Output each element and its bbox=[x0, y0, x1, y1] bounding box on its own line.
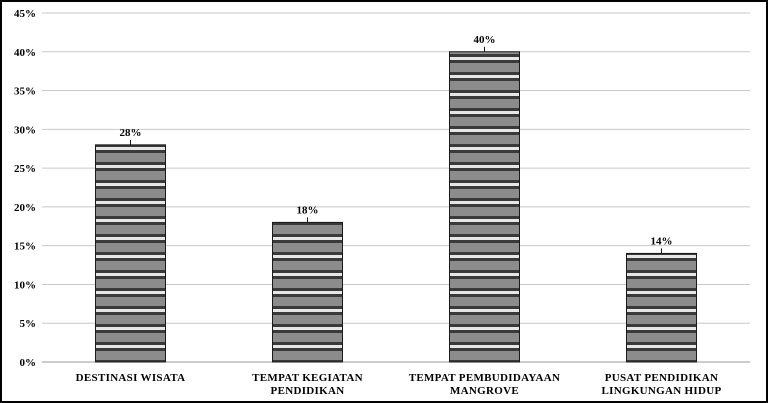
data-label: 40% bbox=[474, 34, 496, 46]
bar bbox=[272, 221, 343, 363]
category-label: MANGROVE bbox=[450, 385, 519, 397]
y-tick-label: 10% bbox=[14, 279, 36, 291]
y-tick-label: 40% bbox=[14, 47, 36, 59]
y-tick-label: 5% bbox=[20, 318, 37, 330]
category-label: PUSAT PENDIDIKAN bbox=[605, 372, 719, 384]
data-label: 14% bbox=[651, 235, 673, 247]
y-tick-label: 30% bbox=[14, 124, 36, 136]
data-label: 28% bbox=[120, 127, 142, 139]
category-label: DESTINASI WISATA bbox=[76, 372, 186, 384]
category-label: PENDIDIKAN bbox=[271, 385, 345, 397]
y-tick-label: 25% bbox=[14, 163, 36, 175]
category-label: TEMPAT PEMBUDIDAYAAN bbox=[409, 372, 561, 384]
bars bbox=[95, 51, 697, 363]
y-tick-label: 45% bbox=[14, 8, 36, 20]
category-label: TEMPAT KEGIATAN bbox=[252, 372, 363, 384]
bar bbox=[626, 252, 697, 363]
category-label: LINGKUNGAN HIDUP bbox=[602, 385, 722, 397]
data-labels: 28% 18% 40% 14% bbox=[120, 34, 673, 254]
data-label: 18% bbox=[297, 204, 319, 216]
y-tick-label: 0% bbox=[20, 357, 37, 369]
y-tick-label: 15% bbox=[14, 241, 36, 253]
bar bbox=[95, 144, 166, 363]
y-tick-label: 35% bbox=[14, 86, 36, 98]
y-tick-label: 20% bbox=[14, 202, 36, 214]
y-axis-tick-labels: 0% 5% 10% 15% 20% 25% 30% 35% 40% 45% bbox=[14, 8, 36, 369]
bar bbox=[449, 51, 520, 363]
x-axis-category-labels: DESTINASI WISATA TEMPAT KEGIATANPENDIDIKA… bbox=[76, 372, 722, 397]
